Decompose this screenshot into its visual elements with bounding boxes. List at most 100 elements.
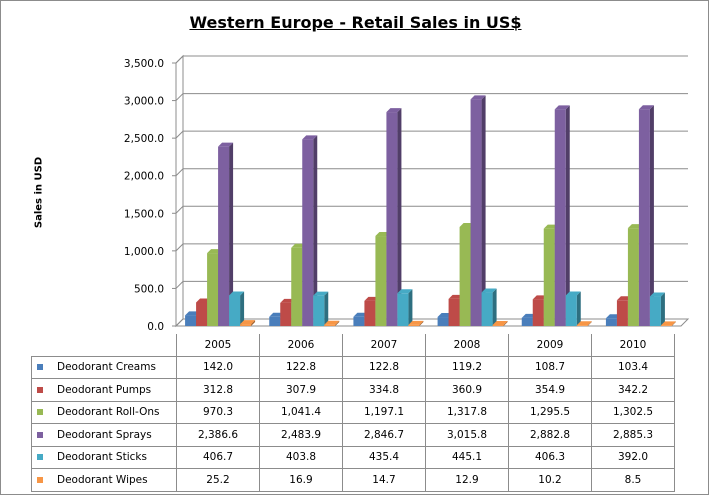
bar-top	[386, 108, 402, 113]
table-row: Deodorant Sticks 406.7 403.8 435.4 445.1 406.…	[31, 445, 675, 469]
table-header-row: 2005 2006 2007 2008 2009 2010	[32, 334, 675, 357]
bar-side	[576, 291, 581, 326]
bar-deodorant-sticks	[313, 295, 325, 326]
legend-label: Deodorant Creams	[57, 361, 156, 374]
bar-deodorant-sprays	[638, 109, 650, 327]
bar-deodorant-creams	[437, 317, 449, 326]
data-label: 334.8	[342, 378, 426, 402]
data-label: 108.7	[508, 355, 592, 379]
bar-deodorant-wipes	[576, 325, 588, 326]
data-label: 8.5	[591, 468, 675, 492]
bar-top	[470, 95, 486, 100]
y-tick-label: 1,500.0	[124, 208, 164, 220]
data-label: 14.7	[342, 468, 426, 492]
bar-deodorant-pumps	[364, 300, 376, 326]
bar-deodorant-wipes	[660, 325, 672, 326]
bar-deodorant-sprays	[470, 99, 482, 326]
bar-top	[229, 291, 245, 296]
bar-deodorant-sticks	[229, 295, 241, 326]
data-label: 122.8	[342, 355, 426, 379]
table-row: Deodorant Pumps 312.8 307.9 334.8 360.9 354.9…	[31, 378, 675, 402]
bar-top	[397, 289, 413, 294]
data-label: 16.9	[259, 468, 343, 492]
data-label: 1,317.8	[425, 400, 509, 424]
data-label: 142.0	[176, 355, 260, 379]
gridline	[175, 318, 688, 327]
bar-side	[503, 321, 508, 326]
bar-side	[397, 108, 402, 327]
bar-deodorant-wipes	[492, 325, 504, 326]
bar-deodorant-wipes	[240, 324, 252, 326]
data-label: 1,197.1	[342, 400, 426, 424]
legend-entry: Deodorant Creams	[31, 355, 177, 379]
bar-deodorant-roll-ons	[375, 236, 387, 326]
bar-deodorant-roll-ons	[627, 228, 639, 326]
data-label: 2,882.8	[508, 423, 592, 447]
y-tick-label: 3,500.0	[124, 58, 164, 70]
gridline	[175, 205, 688, 214]
legend-label: Deodorant Sticks	[57, 451, 147, 464]
bar-top	[408, 320, 424, 325]
bar-deodorant-sticks	[649, 296, 661, 326]
table-row: Deodorant Roll-Ons 970.3 1,041.4 1,197.1 1,3…	[31, 400, 675, 424]
data-label: 406.7	[176, 445, 260, 469]
bar-top	[481, 288, 497, 293]
gridline	[175, 130, 688, 139]
data-label: 970.3	[176, 400, 260, 424]
data-label: 119.2	[425, 355, 509, 379]
data-label: 435.4	[342, 445, 426, 469]
data-label: 360.9	[425, 378, 509, 402]
x-tick-label: 2007	[342, 334, 426, 357]
data-label: 3,015.8	[425, 423, 509, 447]
bar-side	[335, 320, 340, 326]
bar-top	[576, 321, 592, 326]
data-label: 406.3	[508, 445, 592, 469]
legend-entry: Deodorant Wipes	[31, 468, 177, 492]
table-row: Deodorant Wipes 25.2 16.9 14.7 12.9 10.2 8.5	[31, 468, 675, 492]
x-tick-label: 2009	[508, 334, 592, 357]
bar-side	[313, 135, 318, 326]
legend-swatch-icon	[37, 364, 43, 371]
bar-top	[240, 320, 256, 325]
x-tick-label: 2006	[259, 334, 343, 357]
data-label: 403.8	[259, 445, 343, 469]
legend-swatch-icon	[37, 454, 43, 461]
bar-top	[218, 142, 234, 147]
data-label: 1,041.4	[259, 400, 343, 424]
legend-entry: Deodorant Sticks	[31, 445, 177, 469]
bar-deodorant-pumps	[196, 302, 208, 326]
bar-deodorant-roll-ons	[207, 253, 219, 326]
table-corner	[32, 334, 177, 356]
gridline	[175, 280, 688, 289]
bar-deodorant-pumps	[616, 300, 628, 326]
data-label: 122.8	[259, 355, 343, 379]
bar-deodorant-wipes	[324, 324, 336, 326]
data-label: 1,302.5	[591, 400, 675, 424]
gridline	[175, 168, 688, 177]
bar-side	[419, 320, 424, 326]
table-row: Deodorant Creams 142.0 122.8 122.8 119.2 108.…	[31, 355, 675, 379]
bar-top	[313, 291, 329, 296]
data-label: 2,846.7	[342, 423, 426, 447]
bar-side	[324, 291, 329, 326]
bar-deodorant-roll-ons	[459, 226, 471, 326]
legend-label: Deodorant Pumps	[57, 383, 152, 396]
legend-entry: Deodorant Roll-Ons	[31, 400, 177, 424]
y-tick-label: 2,000.0	[124, 171, 164, 183]
bar-deodorant-sticks	[397, 293, 409, 326]
legend-entry: Deodorant Pumps	[31, 378, 177, 402]
data-label: 445.1	[425, 445, 509, 469]
bar-top	[492, 321, 508, 326]
y-tick-label: 500.0	[134, 283, 164, 295]
data-label: 312.8	[176, 378, 260, 402]
data-label: 2,885.3	[591, 423, 675, 447]
plot-area: 0.0 500.0 1,000.0 1,500.0 2,000.0 2,500.0 3,00…	[124, 54, 690, 333]
bar-deodorant-creams	[353, 316, 365, 326]
legend-swatch-icon	[37, 476, 43, 483]
bar-deodorant-sticks	[481, 292, 493, 326]
legend-label: Deodorant Sprays	[57, 428, 152, 441]
bar-top	[324, 320, 340, 325]
chart-title: Western Europe - Retail Sales in US$	[189, 13, 522, 32]
bar-side	[649, 105, 654, 327]
